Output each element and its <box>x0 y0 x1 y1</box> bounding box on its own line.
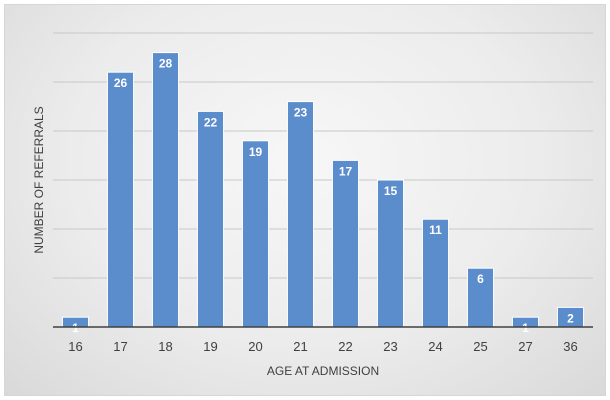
data-label-17: 26 <box>114 76 128 90</box>
data-label-16: 1 <box>72 321 79 335</box>
data-label-19: 22 <box>204 115 218 129</box>
x-axis-title: AGE AT ADMISSION <box>267 364 379 378</box>
data-label-24: 11 <box>429 223 442 237</box>
x-tick-labels: 16 17 18 19 20 21 22 23 24 25 27 36 <box>68 339 577 354</box>
y-axis-title: NUMBER OF REFERRALS <box>32 106 46 253</box>
bar-21 <box>286 101 315 328</box>
x-tick-label: 16 <box>68 339 82 354</box>
data-label-18: 28 <box>159 57 173 71</box>
bar-chart: 1 26 28 22 19 23 17 15 11 6 1 2 16 17 18 19 20 21 22 23 24 2… <box>32 32 593 378</box>
x-tick-label: 19 <box>203 339 217 354</box>
x-tick-label: 18 <box>158 339 172 354</box>
x-tick-label: 24 <box>428 339 442 354</box>
bar-19 <box>196 110 225 328</box>
data-label-36: 2 <box>567 311 574 325</box>
data-label-22: 17 <box>339 164 353 178</box>
x-tick-label: 27 <box>518 339 532 354</box>
gridlines <box>53 32 593 279</box>
x-tick-label: 22 <box>338 339 352 354</box>
x-tick-label: 21 <box>293 339 307 354</box>
data-label-20: 19 <box>249 145 263 159</box>
data-label-23: 15 <box>384 184 398 198</box>
chart-area: 1 26 28 22 19 23 17 15 11 6 1 2 16 17 18 19 20 21 22 23 24 2… <box>4 4 606 396</box>
data-label-21: 23 <box>294 106 308 120</box>
bar-22 <box>331 159 360 328</box>
bar-20 <box>241 140 270 328</box>
data-label-25: 6 <box>477 272 484 286</box>
x-tick-label: 23 <box>383 339 397 354</box>
x-tick-label: 20 <box>248 339 262 354</box>
bar-24 <box>421 218 450 328</box>
bar-25 <box>466 267 495 328</box>
bar-23 <box>376 179 405 328</box>
x-tick-label: 17 <box>113 339 127 354</box>
x-tick-label: 25 <box>473 339 487 354</box>
x-tick-label: 36 <box>563 339 577 354</box>
bar-18 <box>151 52 180 328</box>
data-label-27: 1 <box>522 321 529 335</box>
bar-17 <box>106 71 135 328</box>
bars: 1 26 28 22 19 23 17 15 11 6 1 2 <box>61 52 585 335</box>
